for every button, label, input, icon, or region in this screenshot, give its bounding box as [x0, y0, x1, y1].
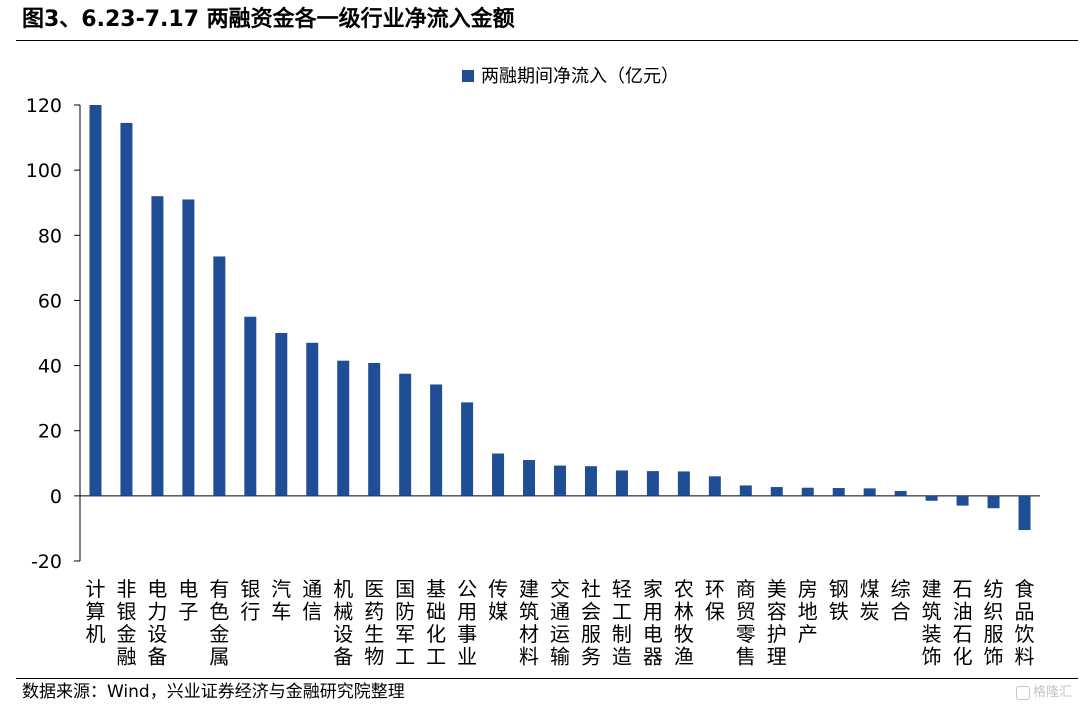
bar-电力设备: [151, 196, 164, 496]
footer-divider: [16, 678, 1078, 679]
bar-商贸零售: [739, 485, 752, 496]
x-category-label: 公用事业: [457, 577, 477, 669]
x-category-label: 食品饮料: [1015, 577, 1035, 669]
bar-国防军工: [399, 373, 412, 496]
x-category-label: 综合: [891, 577, 911, 624]
bar-环保: [708, 476, 721, 496]
bar-汽车: [275, 333, 288, 496]
bar-电子: [182, 199, 195, 496]
bar-chart: -20 0 20 40 60 80 100 120 计算机非银金融电力设备电子有色金属银行汽车通…: [26, 66, 1040, 669]
x-category-label: 美容护理: [767, 577, 787, 669]
bar-传媒: [492, 453, 505, 496]
bar-通信: [306, 342, 319, 496]
x-category-label: 环保: [705, 577, 725, 624]
y-tick-label: 20: [38, 421, 62, 443]
y-tick-label: 0: [50, 486, 62, 508]
y-tick-label: 80: [38, 225, 62, 247]
bar-基础化工: [430, 384, 443, 496]
y-tick-label: 60: [38, 290, 62, 312]
x-category-label: 钢铁: [829, 577, 849, 624]
bar-公用事业: [461, 402, 474, 496]
y-tick-label: -20: [31, 551, 62, 573]
bar-房地产: [801, 487, 814, 496]
x-category-label: 建筑装饰: [922, 577, 942, 669]
legend-swatch: [462, 70, 474, 82]
bar-农林牧渔: [677, 471, 690, 496]
x-category-label: 医药生物: [364, 577, 384, 669]
x-category-label: 计算机: [85, 577, 105, 646]
bar-非银金融: [120, 122, 133, 496]
x-category-label: 传媒: [488, 577, 508, 624]
watermark: 格隆汇: [1015, 684, 1072, 702]
bar-煤炭: [863, 488, 876, 496]
x-category-label: 基础化工: [426, 577, 446, 669]
bar-建筑装饰: [925, 495, 938, 501]
bar-食品饮料: [1018, 495, 1031, 531]
bar-石油石化: [956, 495, 969, 506]
x-category-label: 电力设备: [147, 577, 167, 669]
bar-社会服务: [584, 466, 597, 496]
y-tick-label: 100: [26, 160, 62, 182]
y-tick-label: 120: [26, 95, 62, 117]
x-category-label: 银行: [240, 577, 260, 624]
y-tick-label: 40: [38, 356, 62, 378]
x-category-label: 纺织服饰: [984, 577, 1004, 669]
x-category-label: 交通运输: [550, 577, 570, 669]
legend-label: 两融期间净流入（亿元）: [481, 66, 679, 87]
x-category-label: 机械设备: [333, 577, 353, 669]
x-category-label: 农林牧渔: [674, 577, 694, 669]
bar-轻工制造: [615, 470, 628, 496]
bar-家用电器: [646, 471, 659, 496]
x-category-label: 电子: [178, 577, 198, 624]
x-category-label: 商贸零售: [736, 577, 756, 669]
x-category-label: 有色金属: [209, 577, 229, 669]
bar-计算机: [89, 105, 102, 496]
x-category-label: 建筑材料: [519, 577, 539, 669]
x-category-label: 国防军工: [395, 577, 415, 669]
data-source-note: 数据来源：Wind，兴业证券经济与金融研究院整理: [22, 682, 405, 702]
bar-美容护理: [770, 487, 783, 496]
x-category-label: 石油石化: [953, 577, 973, 669]
x-category-label: 非银金融: [116, 577, 136, 669]
title-divider: [16, 40, 1078, 41]
watermark-text: 格隆汇: [1032, 685, 1072, 700]
x-category-label: 社会服务: [581, 577, 601, 669]
x-category-label: 轻工制造: [612, 577, 632, 669]
bar-纺织服饰: [987, 495, 1000, 509]
watermark-logo-icon: [1015, 685, 1030, 700]
x-category-label: 煤炭: [860, 577, 880, 624]
figure-title: 图3、6.23-7.17 两融资金各一级行业净流入金额: [22, 7, 515, 32]
bar-建筑材料: [523, 460, 536, 496]
x-category-label: 房地产: [798, 577, 818, 646]
bar-交通运输: [554, 465, 566, 496]
bar-机械设备: [337, 360, 350, 496]
bar-钢铁: [832, 488, 845, 496]
x-category-label: 通信: [302, 577, 322, 624]
x-category-label: 汽车: [271, 577, 291, 624]
bar-有色金属: [213, 256, 226, 496]
bar-综合: [894, 490, 907, 496]
bar-银行: [244, 316, 257, 496]
x-category-label: 家用电器: [643, 577, 663, 669]
bar-医药生物: [368, 362, 381, 496]
